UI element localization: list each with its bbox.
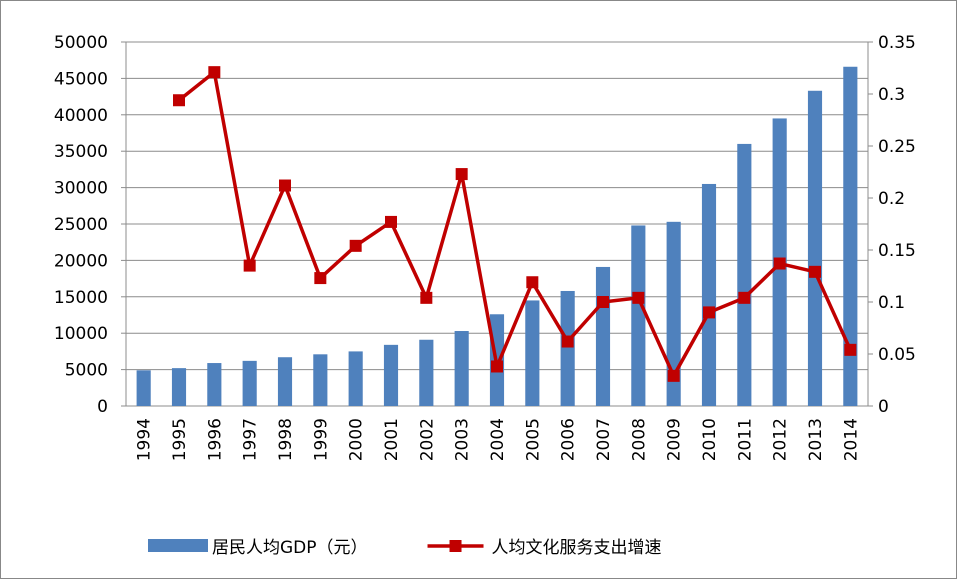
- y-tick-label: 50000: [54, 33, 108, 53]
- x-tick-label: 1997: [241, 418, 261, 461]
- x-tick-label: 1995: [170, 418, 190, 461]
- bar: [242, 360, 257, 406]
- bar: [171, 368, 187, 406]
- y-tick-label: 5000: [65, 361, 108, 381]
- legend-swatch: [449, 540, 462, 552]
- bar: [807, 90, 823, 406]
- y-tick-label: 40000: [54, 106, 108, 126]
- y2-tick-label: 0: [878, 397, 889, 417]
- x-tick-label: 2002: [417, 418, 437, 461]
- x-tick-label: 2010: [700, 418, 720, 461]
- bar: [701, 183, 717, 406]
- line-marker: [491, 360, 503, 373]
- x-tick-label: 2011: [735, 418, 755, 461]
- bar: [348, 351, 363, 406]
- x-tick-label: 2006: [559, 418, 579, 461]
- bar: [560, 290, 575, 406]
- bar: [419, 339, 434, 406]
- line-marker: [632, 291, 645, 304]
- legend-swatch: [148, 539, 208, 552]
- y-tick-label: 10000: [54, 324, 108, 344]
- bar: [207, 363, 222, 406]
- y2-tick-label: 0.15: [878, 241, 916, 261]
- x-tick-label: 2003: [453, 418, 473, 461]
- y-tick-label: 20000: [54, 251, 108, 271]
- bar: [666, 221, 681, 406]
- bar: [525, 300, 540, 406]
- line-marker: [667, 369, 680, 382]
- legend-label: 人均文化服务支出增速: [492, 538, 662, 558]
- bar: [383, 344, 399, 406]
- line-marker: [279, 179, 291, 192]
- line-marker: [844, 343, 857, 356]
- x-tick-label: 2001: [382, 418, 402, 461]
- line-marker: [738, 291, 751, 304]
- line-marker: [208, 66, 221, 79]
- x-tick-label: 2007: [594, 418, 614, 461]
- line-marker: [420, 291, 433, 304]
- line-marker: [703, 306, 715, 319]
- bar: [631, 225, 646, 406]
- line-marker: [526, 276, 539, 289]
- y2-tick-label: 0.1: [878, 293, 905, 313]
- legend-label: 居民人均GDP（元）: [212, 538, 368, 558]
- line-marker: [455, 168, 468, 181]
- y2-tick-label: 0.05: [878, 345, 916, 365]
- line-marker: [597, 296, 609, 308]
- x-tick-label: 2012: [771, 418, 791, 461]
- x-tick-label: 2008: [629, 418, 649, 461]
- line-marker: [349, 239, 362, 252]
- x-tick-label: 2004: [488, 418, 508, 461]
- y-tick-label: 45000: [54, 69, 108, 89]
- bar: [277, 357, 293, 406]
- bar: [595, 266, 611, 406]
- y2-tick-label: 0.25: [878, 137, 916, 157]
- line-marker: [561, 335, 574, 348]
- y2-tick-label: 0.35: [878, 33, 916, 53]
- x-tick-label: 1999: [311, 418, 331, 461]
- line-marker: [314, 272, 327, 285]
- y-tick-label: 25000: [54, 215, 108, 235]
- y-tick-label: 15000: [54, 288, 108, 308]
- line-marker: [173, 94, 185, 107]
- x-tick-label: 2000: [347, 418, 367, 461]
- line-marker: [809, 265, 821, 278]
- bar: [313, 354, 328, 406]
- x-tick-label: 1994: [135, 418, 155, 461]
- x-tick-label: 2014: [841, 418, 861, 461]
- line-marker: [773, 257, 786, 270]
- bar: [843, 66, 858, 406]
- line-marker: [385, 215, 397, 228]
- y-tick-label: 35000: [54, 142, 108, 162]
- bar: [136, 370, 151, 406]
- line-marker: [243, 259, 256, 272]
- y-tick-label: 0: [97, 397, 108, 417]
- x-tick-label: 2005: [523, 418, 543, 461]
- x-tick-label: 1998: [276, 418, 296, 461]
- y2-tick-label: 0.3: [878, 85, 905, 105]
- y2-tick-label: 0.2: [878, 189, 905, 209]
- x-tick-label: 1996: [205, 418, 225, 461]
- bar: [737, 143, 752, 407]
- x-tick-label: 2009: [665, 418, 685, 461]
- bar: [454, 331, 469, 406]
- x-tick-label: 2013: [806, 418, 826, 461]
- y-tick-label: 30000: [54, 179, 108, 199]
